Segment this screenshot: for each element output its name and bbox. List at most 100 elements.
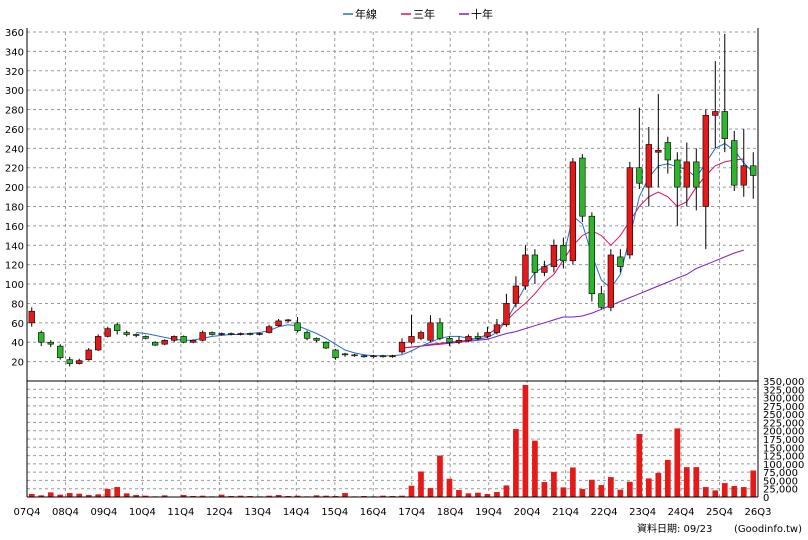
candle-body-67 [664,142,671,161]
price-tick-label-7: 160 [5,222,24,233]
candle-body-26 [275,320,282,327]
volume-bar-73 [721,483,728,497]
candle-13 [152,341,159,347]
candle-12 [142,335,149,340]
volume-tick-label-14: 350,000 [763,377,804,388]
volume-bar-26 [275,495,282,497]
volume-tick-label-2: 50,000 [763,476,798,487]
candle-75 [740,128,747,197]
volume-bar-43 [437,455,443,497]
volume-bar-6 [85,495,92,497]
candle-body-17 [189,339,197,343]
candle-3 [57,344,64,360]
volume-bar-9 [114,487,121,497]
candle-61 [607,249,614,312]
volume-bar-30 [313,495,320,497]
volume-tick-label-8: 200,000 [763,427,804,438]
candle-body-11 [133,334,140,336]
candle-11 [133,333,140,338]
candle-body-18 [199,332,206,341]
candle-body-39 [398,341,406,353]
candle-body-56 [560,244,567,262]
candle-body-8 [104,328,111,337]
candle-1 [38,330,45,347]
candle-body-5 [76,360,83,364]
candle-49 [493,318,501,335]
candle-body-0 [28,310,35,324]
candle-body-48 [484,332,491,337]
candle-42 [427,315,434,343]
candle-34 [351,353,358,357]
candle-76 [750,152,757,199]
volume-bar-55 [551,471,557,497]
candle-54 [541,260,548,277]
candle-body-24 [256,333,263,335]
volume-bar-20 [218,494,225,497]
candle-body-50 [503,303,510,326]
volume-bar-48 [484,494,491,497]
candle-body-7 [95,336,102,351]
candle-65 [645,127,652,207]
volume-bar-67 [664,459,671,497]
moving-average-lines [136,142,754,357]
volume-bar-0 [28,494,35,497]
volume-bar-4 [66,493,73,497]
candle-14 [161,339,168,346]
candle-39 [398,338,406,354]
candle-28 [294,317,301,333]
candle-21 [227,332,235,336]
candle-37 [379,354,387,358]
volume-bar-65 [645,478,652,497]
volume-bar-46 [465,493,472,497]
candle-22 [237,332,244,336]
candle-70 [693,148,700,211]
candle-body-31 [322,341,330,349]
x-tick-label-7: 14Q4 [283,507,310,518]
candle-45 [455,336,463,345]
candle-body-4 [66,359,73,364]
candle-body-34 [351,354,358,357]
candle-7 [95,334,102,351]
volume-bar-11 [133,495,140,497]
x-tick-label-5: 12Q4 [206,507,233,518]
candle-body-46 [465,336,472,341]
candle-body-36 [370,355,377,358]
candle-body-72 [712,111,719,116]
candle-body-12 [142,336,149,339]
candle-body-19 [208,332,216,335]
price-tick-label-12: 260 [5,125,24,136]
candle-body-69 [683,161,690,188]
candle-44 [446,336,453,347]
x-tick-label-9: 16Q4 [360,507,387,518]
candle-62 [617,249,624,273]
candle-body-53 [531,254,539,273]
x-tick-label-13: 20Q4 [514,507,541,518]
price-grid [26,31,759,497]
candle-59 [588,212,596,302]
candle-51 [512,276,520,308]
volume-bar-16 [180,495,187,497]
candle-23 [246,332,254,336]
x-tick-label-6: 13Q4 [244,507,271,518]
x-tick-label-1: 08Q4 [52,507,79,518]
volume-tick-label-5: 125,000 [763,452,804,463]
candle-67 [664,136,671,174]
candle-body-76 [750,165,757,176]
candle-body-54 [541,266,548,273]
candle-0 [28,307,35,327]
price-tick-label-14: 300 [5,86,24,97]
candle-body-13 [152,341,159,346]
candle-20 [218,332,225,336]
candle-71 [702,109,709,250]
x-tick-label-2: 09Q4 [90,507,117,518]
candle-52 [522,245,529,290]
price-tick-label-16: 340 [5,47,24,58]
candle-9 [114,322,121,335]
volume-tick-label-1: 25,000 [763,485,798,496]
candle-body-37 [379,355,387,358]
volume-bar-47 [475,492,481,497]
candle-body-20 [218,333,225,335]
footer-date-label: 資料日期: 09/23 [637,522,712,535]
candle-55 [550,239,558,273]
volume-bar-53 [532,440,538,497]
